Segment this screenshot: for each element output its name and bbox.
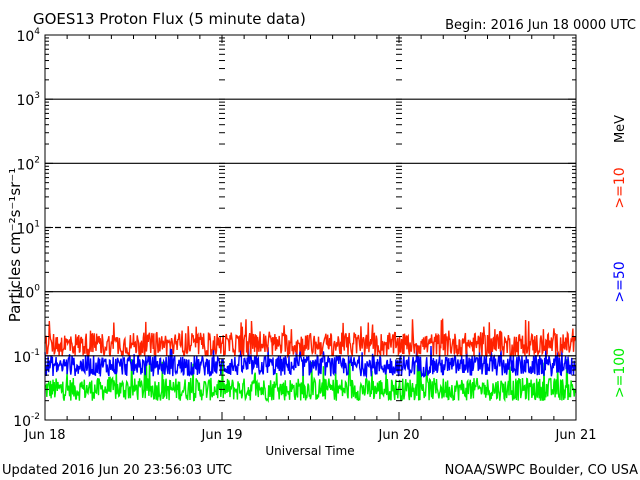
legend-label: >=100 xyxy=(612,348,628,398)
x-tick-label: Jun 21 xyxy=(555,428,597,443)
x-axis-label: Universal Time xyxy=(265,444,354,458)
footer-updated: Updated 2016 Jun 20 23:56:03 UTC xyxy=(2,463,232,478)
series-layer xyxy=(44,318,577,403)
x-tick-label: Jun 19 xyxy=(201,428,243,443)
y-tick-label: 10-1 xyxy=(13,348,40,366)
chart-title: GOES13 Proton Flux (5 minute data) xyxy=(33,10,306,28)
legend-label: >=10 xyxy=(612,167,628,208)
y-axis-label: Particles cm⁻²s⁻¹sr⁻¹ xyxy=(6,168,24,322)
footer-source: NOAA/SWPC Boulder, CO USA xyxy=(445,463,638,478)
y-tick-label: 100 xyxy=(16,284,40,302)
legend-label: >=50 xyxy=(612,261,628,302)
grid-layer xyxy=(45,98,576,357)
x-tick-label: Jun 18 xyxy=(24,428,66,443)
y-tick-label: 10-2 xyxy=(13,412,40,430)
series-line xyxy=(44,343,577,379)
series-line xyxy=(44,318,577,359)
begin-label: Begin: 2016 Jun 18 0000 UTC xyxy=(445,18,636,33)
y-tick-label: 102 xyxy=(16,155,40,173)
y-tick-label: 104 xyxy=(16,27,40,45)
legend-unit: MeV xyxy=(613,115,628,143)
y-tick-label: 101 xyxy=(16,220,40,238)
series-line xyxy=(44,358,577,403)
y-tick-label: 103 xyxy=(16,91,40,109)
label-layer: 10-2 10-1 100 101 102 103 104 Jun 18 Jun 19 Jun 2… xyxy=(13,27,628,443)
x-tick-label: Jun 20 xyxy=(378,428,420,443)
plot-frame xyxy=(44,34,577,421)
